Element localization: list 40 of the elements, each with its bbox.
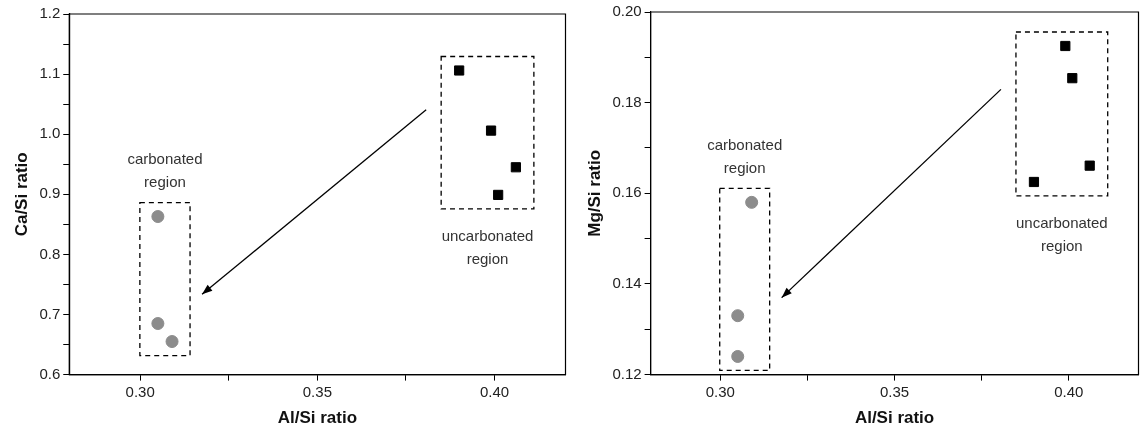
y-axis-title: Ca/Si ratio [11, 152, 31, 237]
annotation: uncarbonated region [1015, 213, 1108, 254]
y-tick-label: 0.7 [39, 304, 61, 322]
annotation: uncarbonated region [441, 226, 534, 267]
x-tick-label: 0.40 [1054, 382, 1084, 400]
y-tick-label: 0.14 [612, 274, 642, 292]
x-tick-label: 0.35 [302, 382, 332, 400]
x-tick-label: 0.30 [705, 382, 735, 400]
y-tick-label: 0.18 [612, 92, 642, 110]
y-tick-label: 0.8 [39, 244, 61, 262]
annotation: carbonated region [707, 136, 783, 177]
x-tick-label: 0.35 [879, 382, 910, 400]
point [151, 210, 165, 224]
x-tick-label: 0.30 [125, 382, 155, 400]
y-tick-label: 1.1 [39, 64, 61, 82]
point [165, 335, 179, 349]
x-axis-title: Al/Si ratio [277, 408, 358, 428]
y-axis-title: Mg/Si ratio [584, 149, 604, 237]
point [731, 309, 745, 323]
point [745, 195, 759, 209]
point [510, 162, 521, 173]
point [454, 65, 465, 76]
point [1028, 176, 1040, 188]
point [1084, 160, 1095, 171]
point [485, 125, 497, 136]
y-tick-label: 0.16 [612, 183, 642, 201]
y-tick-label: 1.0 [39, 124, 61, 142]
point [1067, 73, 1078, 84]
x-axis-title: Al/Si ratio [854, 408, 935, 428]
annotation: carbonated region [127, 150, 203, 191]
x-tick-label: 0.40 [480, 382, 510, 400]
point [493, 189, 504, 200]
point [1060, 40, 1071, 52]
point [731, 349, 745, 363]
y-tick-label: 0.9 [39, 184, 61, 202]
point [151, 317, 165, 331]
y-tick-label: 0.20 [612, 2, 642, 20]
y-tick-label: 1.2 [39, 4, 61, 22]
y-tick-label: 0.6 [39, 364, 61, 382]
y-tick-label: 0.12 [612, 364, 642, 382]
